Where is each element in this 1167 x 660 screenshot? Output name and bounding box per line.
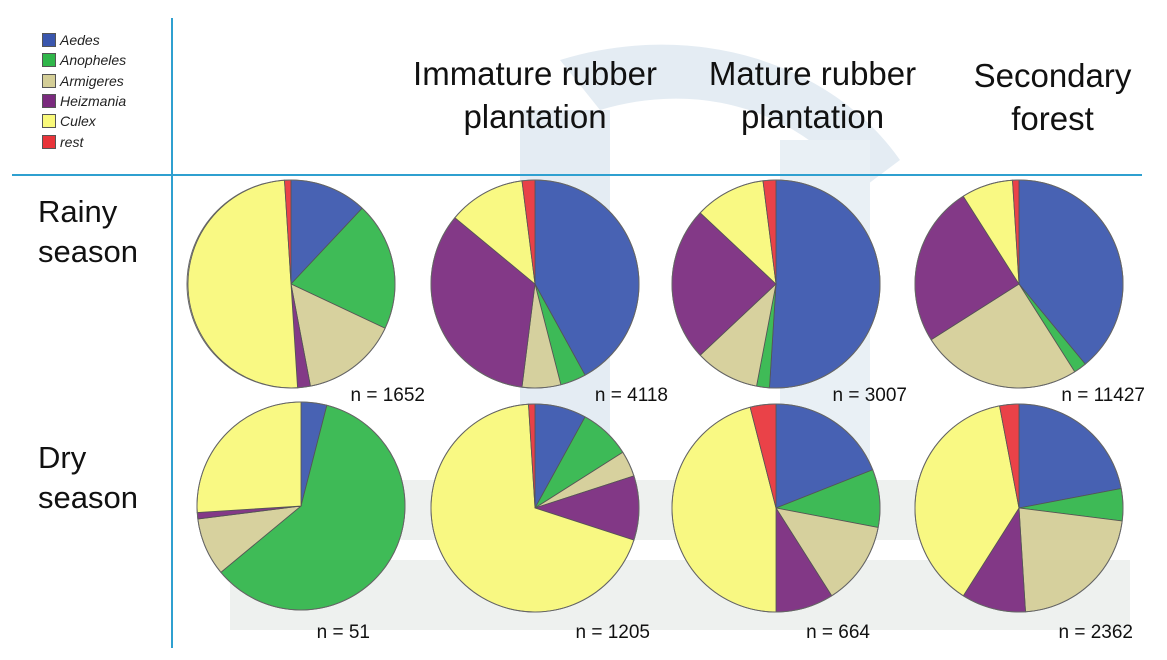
row-title-rainy-line2: season [38, 234, 138, 269]
pie-outline [196, 401, 406, 611]
pie-outline [186, 179, 396, 389]
pie-8-dry-season-secondary-forest [914, 403, 1124, 613]
pie-outline [671, 179, 881, 389]
pie-n-label: n = 1205 [576, 622, 651, 643]
pie-4-rainy-season-secondary-forest [914, 179, 1124, 389]
row-title-rainy-line1: Rainy [38, 194, 118, 229]
pie-n-label: n = 664 [806, 622, 870, 643]
pie-1-rainy-season [186, 179, 396, 389]
pie-n-label: n = 4118 [595, 385, 668, 406]
pie-n-label: n = 2362 [1059, 622, 1134, 643]
legend-item-anopheles: Anopheles [42, 50, 126, 70]
pie-n-label: n = 51 [317, 622, 370, 643]
column-title-mature-line2: plantation [740, 98, 885, 135]
pie-outline [914, 403, 1124, 613]
legend-label-armigeres: Armigeres [60, 72, 124, 89]
pie-2-rainy-season-immature-rubber-plantation [430, 179, 640, 389]
pie-slice-armigeres [1018, 507, 1123, 613]
legend-item-rest: rest [42, 131, 126, 151]
legend-label-heizmania: Heizmania [60, 93, 127, 110]
row-title-dry-line2: season [38, 480, 138, 515]
pie-slice-aedes [769, 179, 881, 389]
legend-item-aedes: Aedes [42, 30, 126, 50]
pie-outline [430, 179, 640, 389]
row-title-dry-line1: Dry [38, 440, 87, 475]
column-title-mature-line1: Mature rubber [708, 55, 917, 92]
legend-label-culex: Culex [60, 113, 96, 130]
pie-n-label: n = 3007 [833, 385, 908, 406]
legend: Aedes Anopheles Armigeres Heizmania Cule… [42, 30, 126, 152]
legend-label-anopheles: Anopheles [60, 52, 127, 69]
legend-item-culex: Culex [42, 111, 126, 131]
pie-7-dry-season-mature-rubber-plantation [671, 403, 881, 613]
pie-5-dry-season [196, 401, 406, 611]
legend-label-aedes: Aedes [60, 32, 100, 49]
column-title-mature-rubber: Mature rubber plantation [680, 52, 945, 138]
legend-swatch-culex [42, 114, 56, 129]
row-title-dry-season: Dry season [38, 438, 138, 518]
legend-swatch-rest [42, 134, 56, 149]
pie-slice-culex [196, 401, 302, 513]
pie-outline [671, 403, 881, 613]
column-title-immature-rubber: Immature rubber plantation [385, 52, 685, 138]
pie-3-rainy-season-mature-rubber-plantation [671, 179, 881, 389]
legend-swatch-aedes [42, 33, 56, 48]
pie-slice-culex [187, 179, 298, 389]
grid-vertical-divider [171, 18, 173, 648]
grid-horizontal-divider [12, 174, 1142, 176]
legend-label-rest: rest [60, 133, 84, 150]
legend-swatch-heizmania [42, 94, 56, 109]
pie-6-dry-season-immature-rubber-plantation [430, 403, 640, 613]
pie-outline [914, 179, 1124, 389]
pie-outline [430, 403, 640, 613]
column-title-secondary-line2: forest [1011, 100, 1094, 137]
pie-n-label: n = 11427 [1061, 385, 1145, 406]
row-title-rainy-season: Rainy season [38, 192, 138, 272]
legend-item-heizmania: Heizmania [42, 91, 126, 111]
legend-swatch-armigeres [42, 73, 56, 88]
column-title-secondary-forest: Secondary forest [945, 54, 1160, 140]
column-title-secondary-line1: Secondary [973, 57, 1132, 94]
pie-n-label: n = 1652 [351, 385, 426, 406]
legend-item-armigeres: Armigeres [42, 71, 126, 91]
column-title-immature-line1: Immature rubber [413, 55, 657, 92]
column-title-immature-line2: plantation [463, 98, 607, 135]
legend-swatch-anopheles [42, 53, 56, 68]
